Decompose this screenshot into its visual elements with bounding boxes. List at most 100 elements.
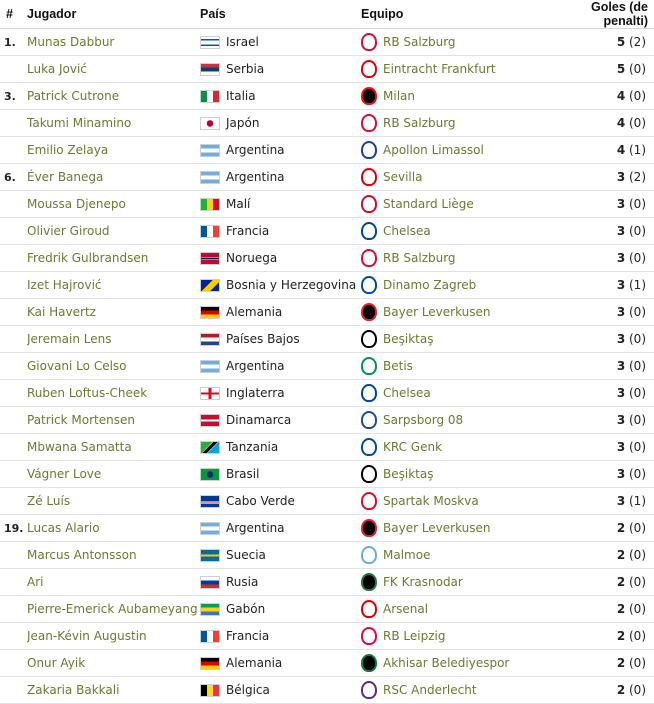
player-link[interactable]: Luka Jović [27, 62, 87, 76]
goals-cell: 2 (0) [546, 676, 654, 704]
table-row: Vágner Love Brasil Beşiktaş 3 (0) [0, 460, 654, 488]
club-link[interactable]: Eintracht Frankfurt [383, 62, 496, 76]
club-link[interactable]: Malmoe [383, 548, 431, 562]
player-link[interactable]: Pierre-Emerick Aubameyang [27, 602, 198, 616]
club-cell: RB Leipzig [361, 622, 546, 650]
club-link[interactable]: Akhisar Belediyespor [383, 656, 510, 670]
player-link[interactable]: Giovani Lo Celso [27, 359, 127, 373]
player-cell: Marcus Antonsson [27, 541, 200, 569]
player-link[interactable]: Éver Banega [27, 170, 104, 184]
club-link[interactable]: Milan [383, 89, 415, 103]
player-link[interactable]: Onur Ayik [27, 656, 86, 670]
club-link[interactable]: Bayer Leverkusen [383, 305, 491, 319]
club-link[interactable]: Beşiktaş [383, 467, 434, 481]
club-link[interactable]: Sevilla [383, 170, 423, 184]
player-cell: Zakaria Bakkali [27, 676, 200, 704]
norway-flag [200, 251, 220, 265]
player-link[interactable]: Munas Dabbur [27, 35, 115, 49]
rank-cell [0, 433, 27, 461]
goals-cell: 2 (0) [546, 541, 654, 569]
club-link[interactable]: Bayer Leverkusen [383, 521, 491, 535]
table-row: 6. Éver Banega Argentina Sevilla 3 (2) [0, 163, 654, 191]
club-cell: Sevilla [361, 163, 546, 191]
club-link[interactable]: RB Salzburg [383, 116, 456, 130]
rb-salzburg-crest-icon [361, 114, 377, 132]
player-cell: Éver Banega [27, 163, 200, 191]
eintracht-frankfurt-crest-icon [361, 60, 377, 78]
player-link[interactable]: Ari [27, 575, 44, 589]
club-link[interactable]: FK Krasnodar [383, 575, 463, 589]
player-link[interactable]: Emilio Zelaya [27, 143, 109, 157]
player-link[interactable]: Lucas Alario [27, 521, 100, 535]
player-link[interactable]: Kai Havertz [27, 305, 96, 319]
player-link[interactable]: Mbwana Samatta [27, 440, 132, 454]
club-link[interactable]: RB Leipzig [383, 629, 446, 643]
club-link[interactable]: Standard Liège [383, 197, 474, 211]
player-link[interactable]: Vágner Love [27, 467, 102, 481]
goals-value: 3 [616, 170, 626, 184]
goals-value: 2 [616, 521, 626, 535]
player-cell: Emilio Zelaya [27, 136, 200, 164]
player-link[interactable]: Takumi Minamino [27, 116, 132, 130]
krasnodar-crest-icon [361, 573, 377, 591]
rank-cell [0, 352, 27, 380]
player-link[interactable]: Patrick Mortensen [27, 413, 135, 427]
country-cell: Argentina [200, 163, 361, 191]
player-link[interactable]: Moussa Djenepo [27, 197, 126, 211]
goals-cell: 3 (0) [546, 379, 654, 407]
player-cell: Moussa Djenepo [27, 190, 200, 218]
player-link[interactable]: Patrick Cutrone [27, 89, 120, 103]
player-link[interactable]: Izet Hajrović [27, 278, 102, 292]
goals-cell: 2 (0) [546, 622, 654, 650]
country-cell: Japón [200, 109, 361, 137]
besiktas-crest-icon [361, 465, 377, 483]
player-link[interactable]: Ruben Loftus-Cheek [27, 386, 148, 400]
table-row: Ari Rusia FK Krasnodar 2 (0) [0, 568, 654, 596]
country-cell: Alemania [200, 298, 361, 326]
club-cell: Apollon Limassol [361, 136, 546, 164]
club-link[interactable]: Beşiktaş [383, 332, 434, 346]
club-cell: Spartak Moskva [361, 487, 546, 515]
club-link[interactable]: Chelsea [383, 224, 431, 238]
club-link[interactable]: RB Salzburg [383, 251, 456, 265]
player-link[interactable]: Jeremain Lens [27, 332, 112, 346]
israel-flag [200, 35, 220, 49]
club-link[interactable]: KRC Genk [383, 440, 443, 454]
club-link[interactable]: Spartak Moskva [383, 494, 479, 508]
club-link[interactable]: RB Salzburg [383, 35, 456, 49]
country-name: Argentina [226, 170, 285, 184]
player-link[interactable]: Zakaria Bakkali [27, 683, 120, 697]
club-link[interactable]: Dinamo Zagreb [383, 278, 477, 292]
player-link[interactable]: Marcus Antonsson [27, 548, 137, 562]
club-link[interactable]: Chelsea [383, 386, 431, 400]
player-link[interactable]: Zé Luís [27, 494, 71, 508]
goals-value: 3 [616, 278, 626, 292]
penalty-goals-value: (1) [629, 278, 646, 292]
club-link[interactable]: Arsenal [383, 602, 429, 616]
genk-crest-icon [361, 438, 377, 456]
sarpsborg-crest-icon [361, 411, 377, 429]
gabon-flag [200, 602, 220, 616]
club-link[interactable]: Betis [383, 359, 413, 373]
rank-cell [0, 622, 27, 650]
rank-cell [0, 244, 27, 272]
rank-cell [0, 595, 27, 623]
club-cell: Malmoe [361, 541, 546, 569]
player-link[interactable]: Olivier Giroud [27, 224, 110, 238]
country-cell: Inglaterra [200, 379, 361, 407]
country-name: Suecia [226, 548, 266, 562]
country-cell: Países Bajos [200, 325, 361, 353]
goals-cell: 2 (0) [546, 568, 654, 596]
goals-value: 4 [616, 89, 626, 103]
table-row: Jean-Kévin Augustin Francia RB Leipzig 2 (0… [0, 622, 654, 650]
club-cell: RB Salzburg [361, 28, 546, 56]
club-link[interactable]: RSC Anderlecht [383, 683, 477, 697]
club-link[interactable]: Apollon Limassol [383, 143, 484, 157]
rank-cell: 6. [0, 163, 27, 191]
player-cell: Fredrik Gulbrandsen [27, 244, 200, 272]
netherlands-flag [200, 332, 220, 346]
player-link[interactable]: Fredrik Gulbrandsen [27, 251, 149, 265]
club-link[interactable]: Sarpsborg 08 [383, 413, 464, 427]
goals-cell: 2 (0) [546, 514, 654, 542]
player-link[interactable]: Jean-Kévin Augustin [27, 629, 147, 643]
